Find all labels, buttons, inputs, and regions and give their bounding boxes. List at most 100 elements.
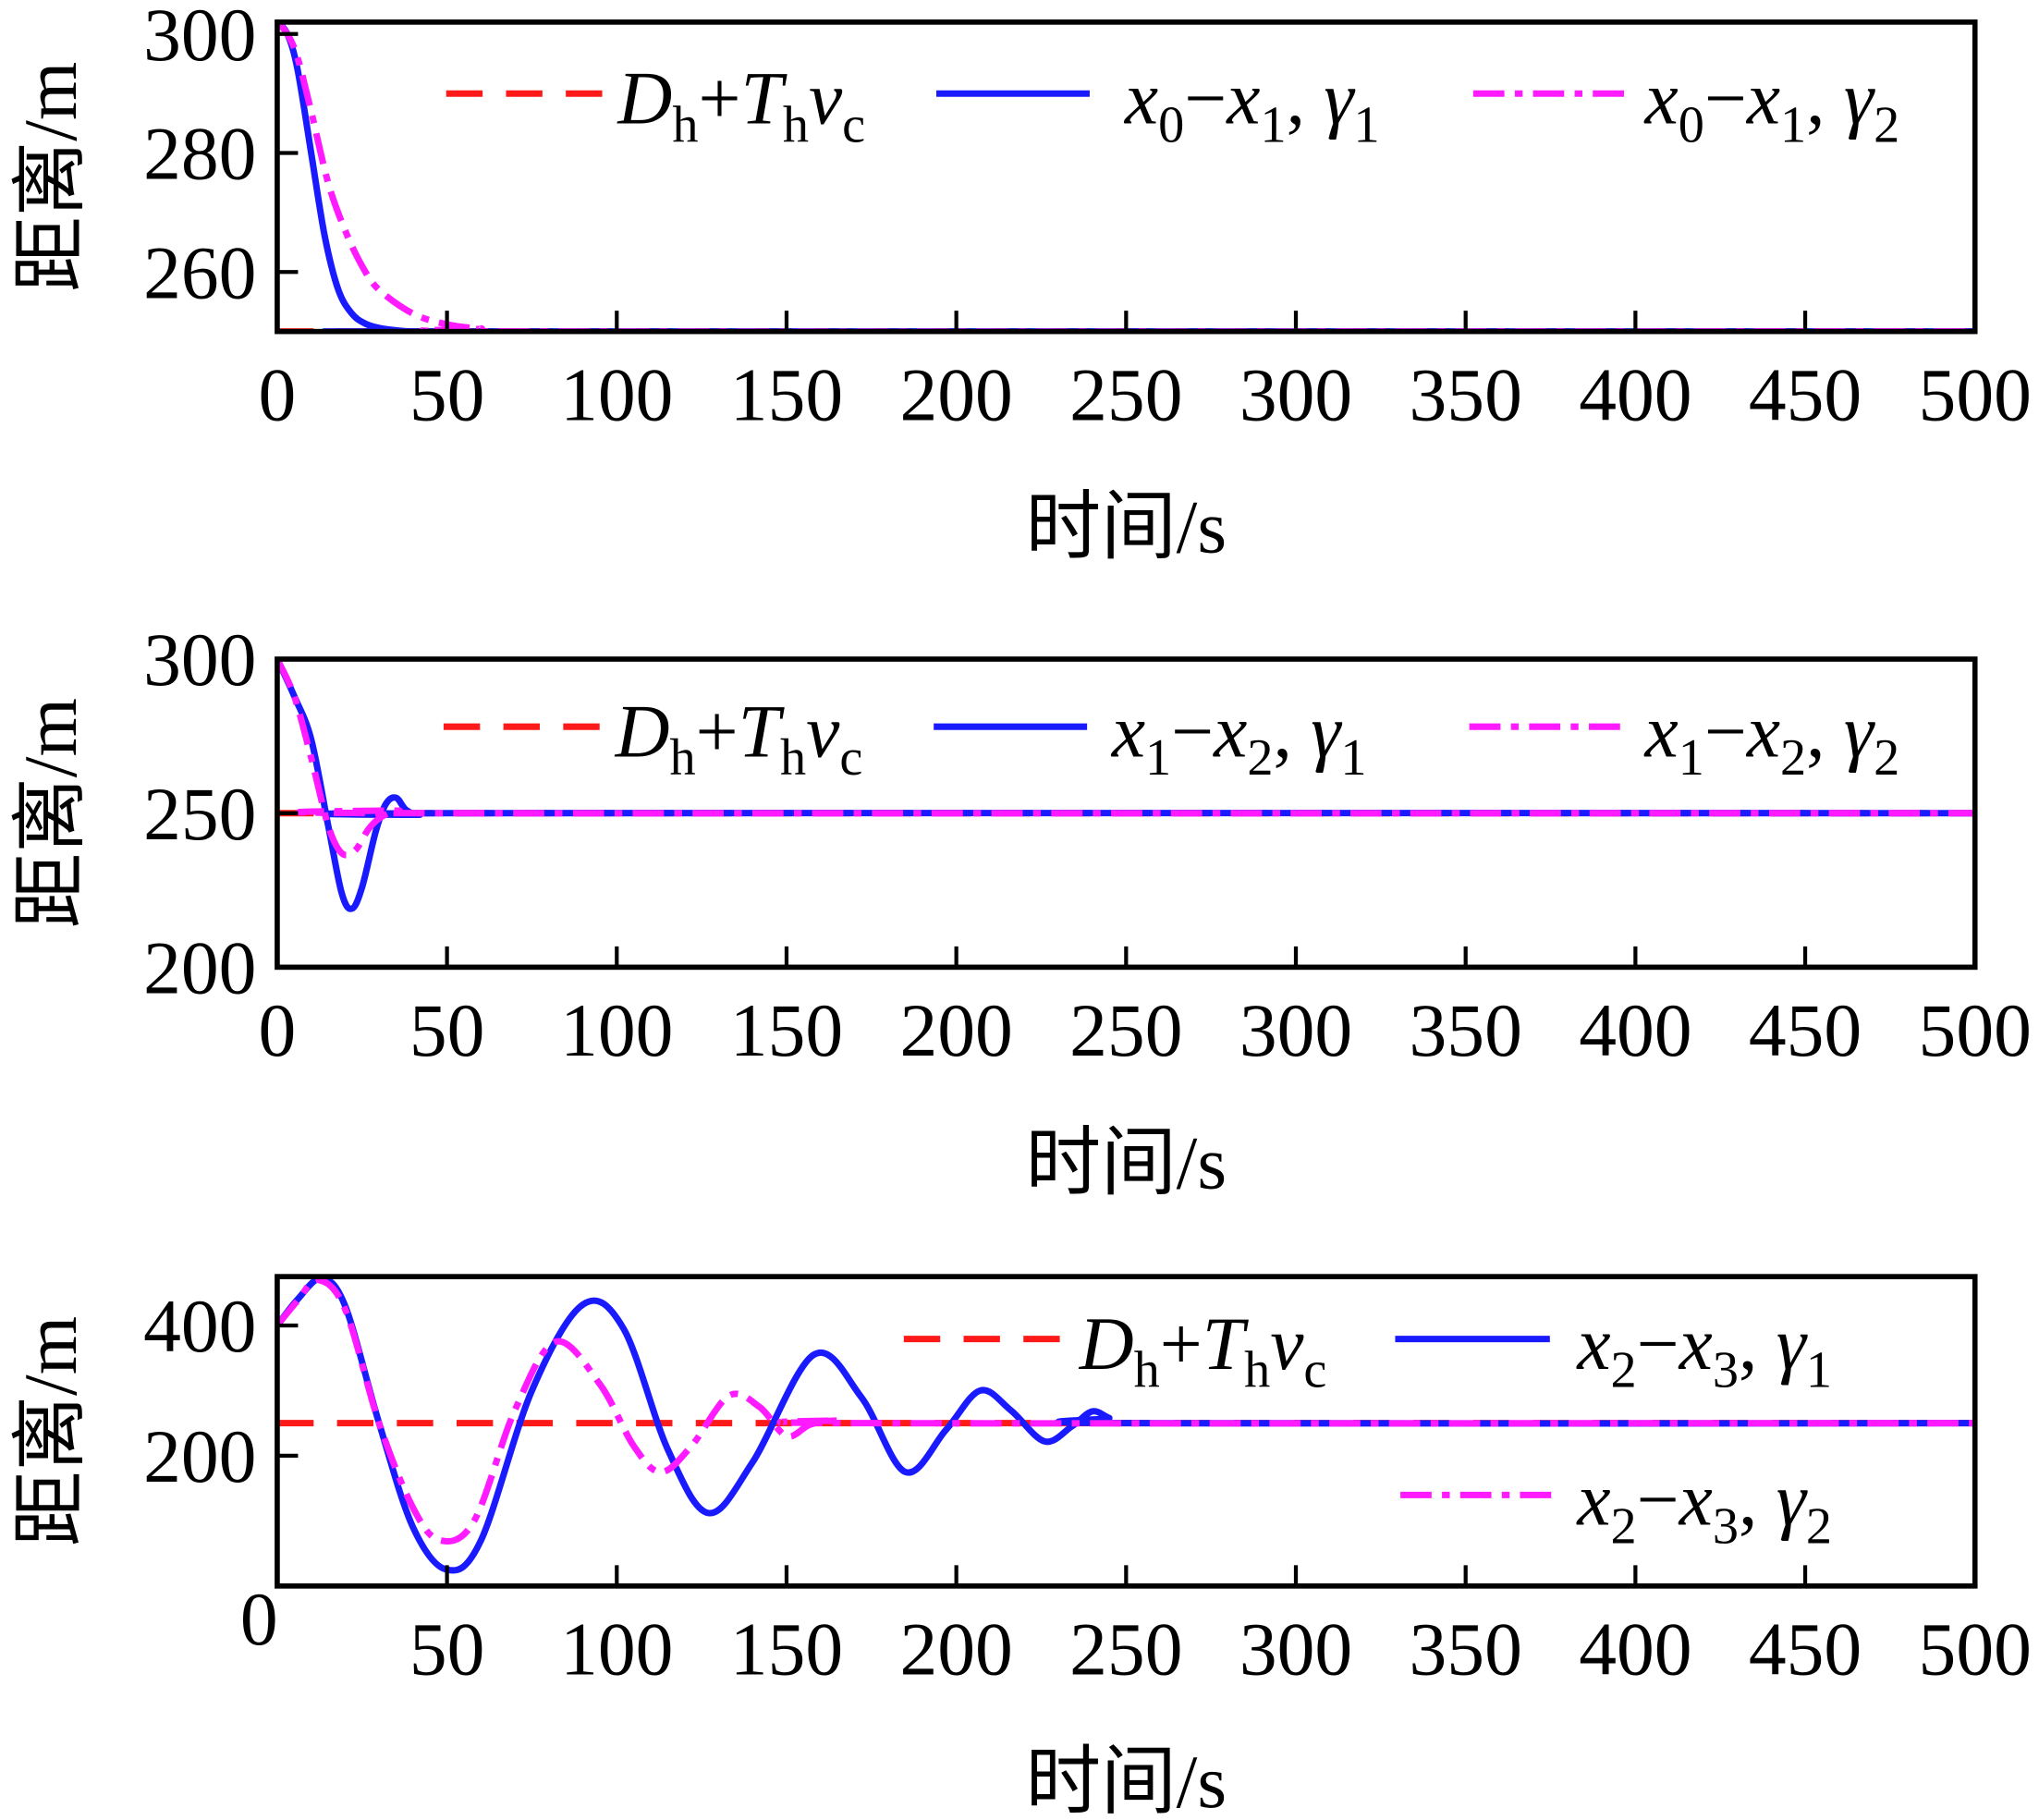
x-tick-label: 150 <box>730 988 843 1072</box>
x-tick-label: 450 <box>1749 352 1862 436</box>
legend-label-part: D <box>1079 1301 1134 1386</box>
legend-entry-reference: Dh+Thvc <box>443 690 863 788</box>
legend-label-part: 2 <box>1611 1497 1637 1555</box>
legend-label-part: T <box>739 690 786 774</box>
y-tick-label: 250 <box>143 772 256 856</box>
legend-label: x2−x3, γ2 <box>1576 1458 1832 1556</box>
legend-label-part: 1 <box>1780 96 1806 153</box>
legend-label-part: 2 <box>1806 1497 1832 1555</box>
legend-entry-reference: Dh+Thvc <box>446 56 865 154</box>
legend-label-part: h <box>672 96 698 153</box>
legend-label: Dh+Thvc <box>617 56 865 154</box>
legend-label-part: h <box>780 729 806 787</box>
legend-label-part: − <box>1637 1301 1679 1386</box>
x-tick-label: 50 <box>409 988 485 1072</box>
legend-label-part: D <box>615 690 670 774</box>
legend-label-part: 0 <box>1679 96 1704 153</box>
subplot-top: 0 50 100 150 200 250 300 350 400 450 500260280300时… <box>8 0 2032 569</box>
legend-label-part: 2 <box>1874 729 1899 787</box>
legend-label-part: x <box>1213 690 1247 774</box>
x-tick-label: 50 <box>409 1606 485 1691</box>
legend-label-part: x <box>1746 56 1780 140</box>
x-tick-label: 350 <box>1410 1606 1522 1691</box>
legend-label-part: , <box>1274 690 1312 774</box>
series-gamma1-line <box>276 1276 1975 1574</box>
x-tick-label: 500 <box>1919 988 2032 1072</box>
legend-label-part: − <box>1184 56 1227 140</box>
legend-label-part: x <box>1643 56 1678 140</box>
legend-label-part: 2 <box>1247 729 1273 787</box>
x-tick-label: 100 <box>560 352 673 436</box>
subplot-middle: 0 50 100 150 200 250 300 350 400 450 500200250300时… <box>8 617 2032 1204</box>
legend-entry-gamma1: x0−x1, γ1 <box>935 56 1380 153</box>
x-tick-label: 200 <box>899 1606 1012 1691</box>
legend-label-part: x <box>1746 690 1780 774</box>
y-axis-label: 距离/m <box>8 62 92 292</box>
legend-label-part: 3 <box>1713 1342 1739 1399</box>
legend-label: x2−x3, γ1 <box>1576 1301 1832 1399</box>
y-tick-label: 300 <box>143 0 256 77</box>
legend-label-part: + <box>696 690 739 774</box>
legend-label: x1−x2, γ1 <box>1111 690 1367 788</box>
legend-label: Dh+Thvc <box>1079 1301 1327 1399</box>
y-tick-label: 200 <box>143 926 256 1010</box>
legend-label-part: x <box>1643 690 1678 774</box>
legend-label-part: − <box>1171 690 1214 774</box>
legend-label-part: γ <box>1844 56 1875 140</box>
legend-label-part: − <box>1704 690 1747 774</box>
legend-label-part: x <box>1111 690 1145 774</box>
x-tick-label: 300 <box>1239 988 1352 1072</box>
legend-label-part: γ <box>1776 1458 1808 1542</box>
legend-label-part: h <box>783 96 809 153</box>
x-tick-label: 0 <box>240 1577 278 1661</box>
legend-label: Dh+Thvc <box>615 690 863 788</box>
legend-label-part: , <box>1739 1458 1776 1542</box>
legend-label-part: γ <box>1324 56 1355 140</box>
legend-label-part: + <box>1160 1301 1203 1386</box>
legend-label-part: x <box>1679 1301 1713 1386</box>
legend-label-part: v <box>806 690 840 774</box>
legend-label-part: v <box>1270 1301 1304 1386</box>
x-tick-label: 200 <box>899 352 1012 436</box>
x-tick-label: 0 <box>259 988 297 1072</box>
x-tick-label: 400 <box>1579 988 1691 1072</box>
legend-label-part: x <box>1576 1301 1610 1386</box>
legend-entry-gamma2: x2−x3, γ2 <box>1400 1458 1832 1556</box>
legend-label-part: − <box>1704 56 1747 140</box>
legend: Dh+Thvc x0−x1, γ1 x0−x1, γ2 <box>446 56 1899 154</box>
legend-label-part: + <box>698 56 740 140</box>
series-gamma2-line <box>276 659 1975 859</box>
legend-label-part: 1 <box>1353 96 1379 153</box>
series-gamma1-line <box>276 21 1975 332</box>
x-tick-label: 200 <box>899 988 1012 1072</box>
legend-label-part: v <box>809 56 843 140</box>
legend-label-part: 1 <box>1260 96 1286 153</box>
legend-label-part: c <box>1303 1342 1326 1399</box>
legend-label-part: 0 <box>1158 96 1184 153</box>
legend-label-part: 2 <box>1780 729 1806 787</box>
legend-label-part: 1 <box>1679 729 1704 787</box>
legend-label-part: 1 <box>1340 729 1366 787</box>
legend-label-part: γ <box>1776 1301 1808 1386</box>
y-tick-label: 300 <box>143 617 256 702</box>
x-tick-label: 150 <box>730 352 843 436</box>
legend: Dh+Thvc x1−x2, γ1 x1−x2, γ2 <box>443 690 1899 788</box>
legend-label-part: x <box>1226 56 1260 140</box>
x-axis-label: 时间/s <box>1026 485 1227 569</box>
legend-label: x1−x2, γ2 <box>1643 690 1899 788</box>
legend-label-part: − <box>1637 1458 1679 1542</box>
y-tick-label: 200 <box>143 1414 256 1498</box>
legend-label-part: , <box>1806 56 1844 140</box>
x-tick-label: 250 <box>1069 352 1182 436</box>
legend-label-part: x <box>1576 1458 1610 1542</box>
x-tick-label: 500 <box>1919 352 2032 436</box>
y-tick-label: 260 <box>143 230 256 314</box>
legend-label-part: T <box>740 56 788 140</box>
legend-label-part: , <box>1806 690 1844 774</box>
x-axis-label: 时间/s <box>1026 1120 1227 1204</box>
x-tick-label: 250 <box>1069 988 1182 1072</box>
series-gamma2-line <box>276 21 1975 332</box>
x-tick-label: 450 <box>1749 1606 1862 1691</box>
x-tick-label: 250 <box>1069 1606 1182 1691</box>
legend-label-part: 1 <box>1806 1342 1832 1399</box>
